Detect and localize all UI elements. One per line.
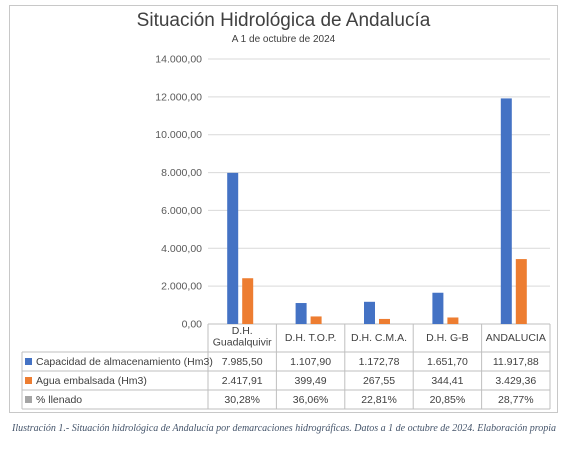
x-tick-label: D.H. G-B [426, 332, 469, 344]
data-label: 344,41 [431, 375, 463, 387]
gridlines [208, 58, 550, 325]
chart-title: Situación Hidrológica de Andalucía [136, 10, 431, 31]
y-axis: 0,00 2.000,00 4.000,00 6.000,00 8.000,00 10.0… [155, 54, 202, 331]
y-tick-label: 2.000,00 [161, 281, 202, 293]
bar-capacidad [364, 301, 375, 324]
legend-label: % llenado [36, 394, 82, 406]
y-tick-label: 12.000,00 [155, 91, 202, 103]
data-label: 28,77% [498, 394, 534, 406]
x-tick-label: D.H. Guadalquivir [213, 325, 272, 349]
y-tick-label: 14.000,00 [155, 54, 202, 66]
data-label: 2.417,91 [222, 375, 263, 387]
y-tick-label: 10.000,00 [155, 129, 202, 141]
figure-caption: Ilustración 1.- Situación hidrológica de… [11, 423, 557, 434]
legend-swatch [25, 358, 32, 365]
bar-capacidad [432, 292, 444, 324]
data-label: 22,81% [361, 394, 397, 406]
data-label: 3.429,36 [495, 375, 536, 387]
chart-frame [9, 5, 558, 413]
bar-agua [447, 317, 459, 324]
legend-label: Agua embalsada (Hm3) [36, 375, 147, 387]
legend-swatch [25, 396, 32, 403]
data-label: 11.917,88 [493, 356, 539, 368]
y-tick-label: 0,00 [182, 319, 203, 331]
chart-subtitle: A 1 de octubre de 2024 [231, 34, 336, 45]
y-tick-label: 8.000,00 [161, 167, 202, 179]
data-label: 1.651,70 [427, 356, 468, 368]
bar-agua [515, 259, 527, 324]
data-label: 1.107,90 [290, 356, 331, 368]
bar-agua [379, 318, 390, 324]
bars [227, 98, 527, 324]
data-label: 1.172,78 [359, 356, 400, 368]
data-label: 7.985,50 [222, 356, 263, 368]
data-label: 36,06% [293, 394, 329, 406]
legend-swatch [25, 377, 32, 384]
bar-capacidad [227, 172, 239, 324]
bar-agua [242, 278, 254, 324]
data-label: 399,49 [295, 375, 327, 387]
bar-agua [310, 316, 322, 324]
bar-capacidad [295, 303, 307, 324]
y-tick-label: 4.000,00 [161, 243, 202, 255]
x-tick-label: D.H. C.M.A. [351, 332, 407, 344]
x-tick-label: D.H. T.O.P. [285, 332, 337, 344]
data-label: 30,28% [224, 394, 260, 406]
data-table: D.H. Guadalquivir D.H. T.O.P. D.H. C.M.A. D.… [21, 324, 551, 410]
bar-capacidad [500, 98, 512, 324]
y-tick-label: 6.000,00 [161, 205, 202, 217]
x-tick-label: ANDALUCIA [486, 332, 546, 344]
data-label: 20,85% [430, 394, 466, 406]
data-label: 267,55 [363, 375, 395, 387]
legend-label: Capacidad de almacenamiento (Hm3) [36, 356, 213, 368]
